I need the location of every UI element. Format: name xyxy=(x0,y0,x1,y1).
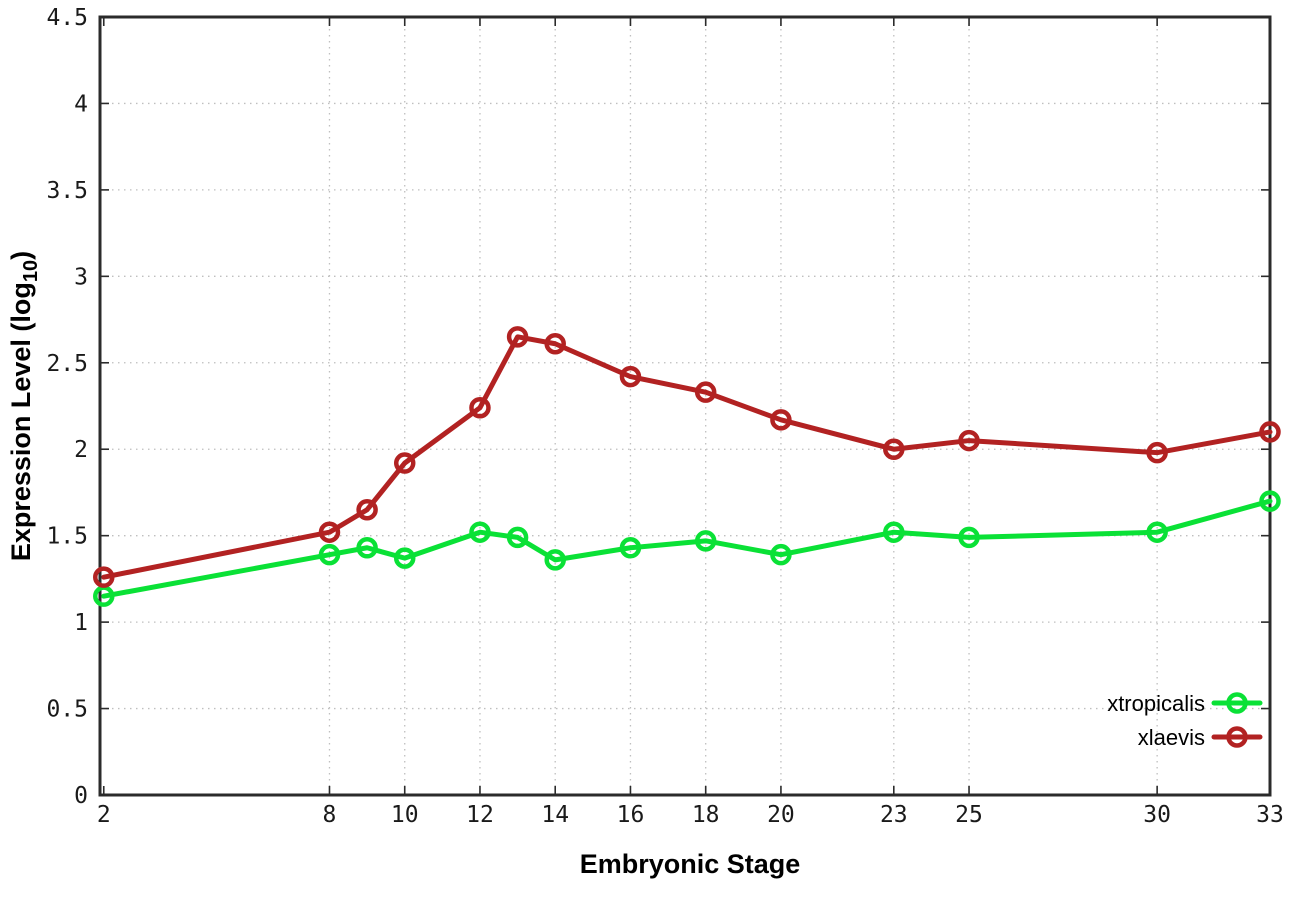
legend-label-xlaevis: xlaevis xyxy=(1138,725,1205,750)
series-marker-xtropicalis xyxy=(393,547,416,569)
series-marker-xtropicalis xyxy=(356,537,378,559)
y-axis-title: Expression Level (log10) xyxy=(6,251,42,561)
x-tick-label: 18 xyxy=(692,802,720,828)
legend-sample-marker-xlaevis xyxy=(1226,726,1248,748)
series-line-xtropicalis xyxy=(101,498,1273,599)
series-marker-xtropicalis xyxy=(1146,521,1168,543)
x-axis-title: Embryonic Stage xyxy=(580,849,801,879)
y-tick-label: 3 xyxy=(74,264,88,290)
series-marker-xlaevis xyxy=(393,452,416,474)
y-tick-label: 2 xyxy=(74,437,88,463)
y-tick-label: 1 xyxy=(74,610,88,636)
legend-label-xtropicalis: xtropicalis xyxy=(1107,691,1205,716)
x-tick-label: 12 xyxy=(466,802,494,828)
series-marker-xtropicalis xyxy=(318,543,341,566)
series-marker-xlaevis xyxy=(958,429,980,452)
grid-layer xyxy=(100,17,1270,795)
plot-border-layer xyxy=(98,15,1272,797)
series-marker-xtropicalis xyxy=(1259,490,1281,512)
legend: xtropicalis xlaevis xyxy=(1107,691,1263,750)
series-marker-xtropicalis xyxy=(506,526,529,549)
series-marker-xlaevis xyxy=(883,438,905,460)
series-marker-xtropicalis xyxy=(544,549,566,571)
series-marker-xlaevis xyxy=(469,396,491,419)
x-tick-label: 20 xyxy=(767,802,795,828)
series-marker-xlaevis xyxy=(506,326,529,348)
y-tick-label: 2.5 xyxy=(46,351,88,377)
x-tick-label: 10 xyxy=(391,802,419,828)
y-tick-label: 4.5 xyxy=(46,5,88,31)
y-tick-label: 0 xyxy=(74,783,88,809)
y-tick-label: 4 xyxy=(74,91,88,117)
series-marker-xlaevis xyxy=(1146,441,1168,464)
y-tick-label: 0.5 xyxy=(46,697,88,723)
series-marker-xlaevis xyxy=(619,365,642,388)
series-marker-xtropicalis xyxy=(958,526,980,549)
tick-layer xyxy=(100,16,1271,796)
series-marker-xlaevis xyxy=(544,333,566,355)
series-marker-xtropicalis xyxy=(883,521,905,543)
tick-label-layer: 0 0.5 1 1.5 2 2.5 3 3.5 4 4.5 2 8 10 12 14 16 18 20 23 25 30… xyxy=(46,5,1283,828)
legend-sample-marker-xtropicalis xyxy=(1226,692,1248,714)
x-tick-label: 23 xyxy=(880,802,908,828)
series-marker-xlaevis xyxy=(694,381,717,403)
series-marker-xtropicalis xyxy=(619,537,642,559)
x-tick-label: 14 xyxy=(541,802,569,828)
y-tick-label: 1.5 xyxy=(46,524,88,550)
series-layer xyxy=(93,326,1281,607)
x-tick-label: 30 xyxy=(1143,802,1171,828)
series-marker-xlaevis xyxy=(1259,421,1281,443)
series-marker-xlaevis xyxy=(318,521,341,543)
series-marker-xlaevis xyxy=(770,409,792,431)
series-marker-xtropicalis xyxy=(694,530,717,552)
series-marker-xtropicalis xyxy=(770,543,792,566)
x-tick-label: 25 xyxy=(955,802,983,828)
series-marker-xlaevis xyxy=(93,566,115,588)
x-tick-label: 16 xyxy=(617,802,645,828)
x-tick-label: 8 xyxy=(323,802,337,828)
y-tick-label: 3.5 xyxy=(46,178,88,204)
series-marker-xtropicalis xyxy=(469,521,491,543)
x-tick-label: 2 xyxy=(97,802,111,828)
plot-border xyxy=(98,15,1272,797)
x-tick-label: 33 xyxy=(1256,802,1284,828)
series-marker-xlaevis xyxy=(356,498,378,521)
